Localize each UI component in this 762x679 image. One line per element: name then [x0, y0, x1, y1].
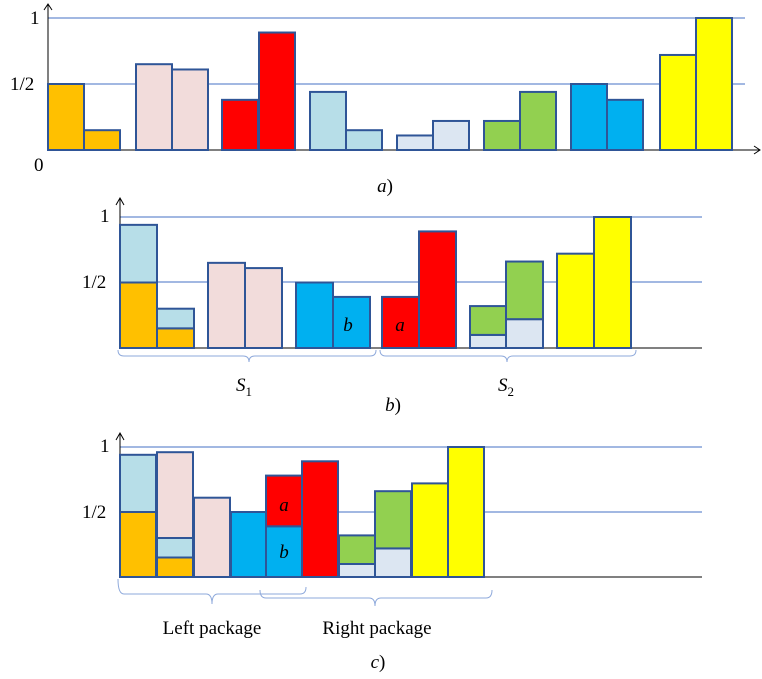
panel-c: 1 1/2 a b Left package Right package c): [82, 433, 702, 673]
item-pink-col3-part1: [194, 498, 230, 577]
item-pink-col4-part1: [172, 69, 208, 150]
item-paleblue-col9-part1: [470, 335, 507, 348]
item-lightblue-col2-part2: [157, 538, 193, 558]
panel-a: 1 1/2 0 a): [10, 4, 760, 197]
item-pink-col2-part3: [157, 452, 193, 538]
item-paleblue-col10-part1: [433, 121, 469, 150]
item-red-col6-part1: [259, 33, 295, 150]
item-paleblue-col9-part1: [397, 135, 433, 150]
y-tick-half: 1/2: [82, 272, 106, 293]
item-green-col9-part2: [470, 306, 507, 335]
item-lightblue-col1-part2: [120, 225, 157, 283]
y-tick-half: 1/2: [10, 74, 34, 95]
item-red-col8-part1: [419, 231, 456, 348]
item-green-col10-part2: [506, 262, 543, 320]
panel-b: 1 1/2 b a S1 S2 b): [82, 198, 702, 416]
item-orange-col1-part1: [120, 283, 157, 349]
item-lightblue-col2-part2: [157, 309, 194, 329]
item-pink-col3-part1: [208, 263, 245, 348]
item-orange-col1-part1: [48, 84, 84, 150]
item-lightblue-col1-part2: [120, 455, 156, 512]
item-green-col11-part1: [484, 121, 520, 150]
left-package-bracket: [118, 579, 306, 604]
item-red-col6-part1: [302, 461, 338, 577]
item-yellow-col9-part1: [412, 483, 448, 577]
item-green-col12-part1: [520, 92, 556, 150]
group-label-s1: S1: [236, 375, 252, 399]
right-package-bracket: [260, 590, 492, 606]
y-tick-one: 1: [100, 436, 110, 457]
item-label-a: a: [279, 495, 289, 516]
item-label-b: b: [343, 315, 353, 336]
item-orange-col1-part1: [120, 512, 156, 577]
y-tick-one: 1: [100, 206, 110, 227]
item-orange-col2-part1: [84, 130, 120, 150]
item-yellow-col16-part1: [696, 18, 732, 150]
caption-c: c): [371, 652, 386, 673]
item-paleblue-col8-part1: [375, 548, 411, 577]
item-pink-col3-part1: [136, 64, 172, 150]
right-package-label: Right package: [322, 618, 431, 639]
item-label-a: a: [395, 315, 405, 336]
group-bracket-s1: [118, 350, 376, 362]
item-green-col8-part2: [375, 491, 411, 548]
item-lightblue-col8-part1: [346, 130, 382, 150]
item-yellow-col12-part1: [594, 217, 631, 348]
item-yellow-col11-part1: [557, 254, 594, 348]
group-label-s2: S2: [498, 375, 514, 399]
item-paleblue-col10-part1: [506, 319, 543, 348]
item-red-col5-part1: [222, 100, 258, 150]
item-pink-col4-part1: [245, 268, 282, 348]
item-blue-col5-part1: [296, 283, 333, 349]
item-blue-col13-part1: [571, 84, 607, 150]
y-tick-one: 1: [30, 8, 40, 29]
y-tick-zero: 0: [34, 155, 44, 176]
item-green-col7-part2: [339, 535, 375, 564]
item-blue-col4-part1: [231, 512, 267, 577]
item-paleblue-col7-part1: [339, 564, 375, 577]
bins-c: [120, 447, 484, 577]
item-blue-col14-part1: [607, 100, 643, 150]
caption-b: b): [385, 395, 401, 416]
item-orange-col2-part1: [157, 558, 193, 578]
caption-a: a): [377, 176, 393, 197]
item-lightblue-col7-part1: [310, 92, 346, 150]
y-tick-half: 1/2: [82, 502, 106, 523]
group-bracket-s2: [380, 350, 636, 362]
item-label-b: b: [279, 542, 289, 563]
left-package-label: Left package: [163, 618, 262, 639]
item-yellow-col10-part1: [448, 447, 484, 577]
item-yellow-col15-part1: [660, 55, 696, 150]
item-orange-col2-part1: [157, 328, 194, 348]
